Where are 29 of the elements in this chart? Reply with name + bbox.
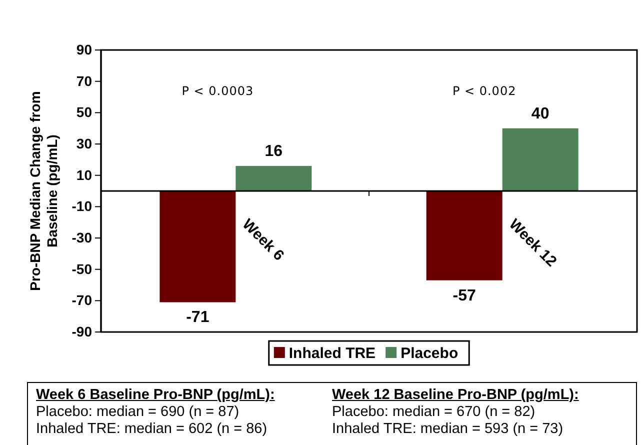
data-label: 40 (531, 105, 550, 122)
text: Inhaled TRE: median = 593 (n = 73) (332, 421, 564, 438)
data-label: -71 (186, 309, 210, 326)
y-tick-label: -90 (72, 323, 92, 340)
y-tick-label: -50 (72, 260, 92, 277)
y-axis-title: Pro-BNP Median Change from Baseline (pg/mL) (27, 91, 60, 291)
annotation: P < 0.002 (452, 84, 516, 98)
text: Placebo: median = 690 (n = 87) (36, 404, 240, 421)
data-label: -57 (452, 287, 476, 304)
text: Placebo: median = 670 (n = 82) (332, 404, 536, 421)
y-tick-label: -10 (72, 198, 92, 214)
data-label: 16 (264, 142, 283, 160)
bar (236, 166, 312, 191)
legend-label: Inhaled TRE (288, 345, 376, 362)
y-tick-label: 50 (76, 104, 92, 120)
annotation: P < 0.0003 (182, 84, 254, 98)
bar (426, 191, 502, 280)
y-tick-label: -30 (72, 229, 92, 246)
y-tick-label: 70 (76, 72, 92, 89)
y-tick-label: 10 (76, 166, 92, 183)
y-tick-label: 30 (76, 135, 92, 152)
text: Week 6 Baseline Pro-BNP (pg/mL): (36, 387, 276, 404)
legend-label: Placebo (400, 345, 458, 362)
y-tick-label: -70 (72, 292, 92, 308)
text: Inhaled TRE: median = 602 (n = 86) (36, 421, 268, 438)
bar (502, 128, 578, 191)
y-tick-label: 90 (76, 41, 92, 58)
bar (160, 191, 236, 302)
text: Week 12 Baseline Pro-BNP (pg/mL): (332, 387, 580, 404)
